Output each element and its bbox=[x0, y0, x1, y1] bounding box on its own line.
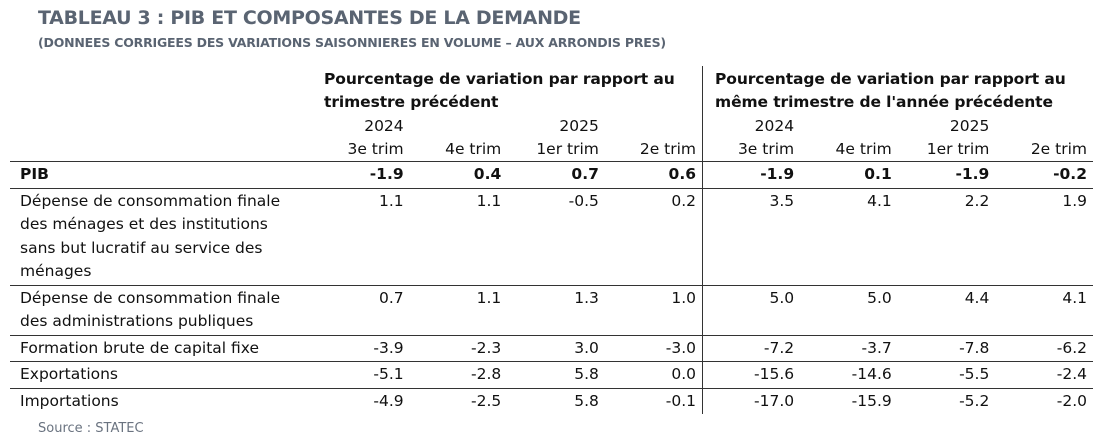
value-cell: -15.9 bbox=[851, 391, 892, 410]
value-cell: -5.1 bbox=[312, 361, 410, 389]
value-cell: 0.4 bbox=[409, 161, 508, 189]
value-cell: 1.0 bbox=[604, 285, 703, 336]
row-label: Importations bbox=[20, 391, 119, 410]
period-header: 2e trim bbox=[604, 114, 703, 162]
value-cell: -2.4 bbox=[995, 361, 1093, 389]
value-cell: 2.2 bbox=[897, 188, 996, 286]
value-cell: -2.3 bbox=[409, 335, 508, 362]
value-cell: 5.8 bbox=[507, 361, 605, 389]
header-empty-cell bbox=[10, 66, 312, 114]
value-cell: 4.1 bbox=[800, 188, 898, 286]
value-cell: -14.6 bbox=[800, 361, 898, 389]
table-row: Importations -4.9 -2.5 5.8 -0.1 -17.0 -15.9 -5.… bbox=[10, 388, 1093, 414]
quarter-label: 3e trim bbox=[737, 140, 795, 158]
row-label: Dépense de consommation finale des ménag… bbox=[10, 188, 313, 286]
value-cell: 1.1 bbox=[312, 188, 410, 286]
value-cell: -7.8 bbox=[897, 335, 996, 362]
value-cell: -3.9 bbox=[312, 335, 410, 362]
period-header: 2025 1er trim bbox=[897, 114, 996, 162]
group-header-row: Pourcentage de variation par rapport au … bbox=[10, 66, 1093, 114]
table-row: Formation brute de capital fixe -3.9 -2.3 3… bbox=[10, 335, 1093, 362]
table-body: PIB -1.9 0.4 0.7 0.6 -1.9 0.1 -1.9 -0.2 Dépense d… bbox=[10, 161, 1093, 414]
value-cell: -7.2 bbox=[702, 335, 801, 362]
value-cell: -2.5 bbox=[471, 391, 502, 410]
value-cell: 0.0 bbox=[604, 361, 703, 389]
value-cell: 0.2 bbox=[604, 188, 703, 286]
table-title: TABLEAU 3 : PIB ET COMPOSANTES DE LA DEM… bbox=[38, 7, 581, 29]
value-cell: -2.8 bbox=[409, 361, 508, 389]
table-subtitle: (DONNEES CORRIGEES DES VARIATIONS SAISON… bbox=[38, 35, 666, 50]
table-row: Dépense de consommation finale des ménag… bbox=[10, 188, 1093, 286]
year-label: 2025 bbox=[949, 117, 990, 135]
quarter-label: 1er trim bbox=[536, 140, 599, 158]
quarter-label: 1er trim bbox=[926, 140, 990, 158]
value-cell: -15.6 bbox=[702, 361, 801, 389]
value-cell: 4.4 bbox=[897, 285, 996, 336]
value-cell: 4.1 bbox=[995, 285, 1093, 336]
year-label: 2025 bbox=[559, 117, 599, 135]
value-cell: -6.2 bbox=[995, 335, 1093, 362]
period-header: 2024 3e trim bbox=[702, 114, 801, 162]
quarter-label: 4e trim bbox=[835, 140, 892, 158]
group-header-quarter: Pourcentage de variation par rapport au … bbox=[324, 70, 675, 111]
group-header-year: Pourcentage de variation par rapport au … bbox=[702, 66, 1093, 114]
value-cell: 0.7 bbox=[312, 285, 410, 336]
period-header: 2025 1er trim bbox=[507, 114, 605, 162]
value-cell: -1.9 bbox=[312, 161, 410, 189]
year-label: 2024 bbox=[364, 117, 404, 135]
row-label: Dépense de consommation finale des admin… bbox=[10, 285, 313, 336]
value-cell: 1.3 bbox=[507, 285, 605, 336]
source-note: Source : STATEC bbox=[38, 421, 144, 436]
period-header: 4e trim bbox=[409, 114, 508, 162]
value-cell: 5.0 bbox=[702, 285, 801, 336]
value-cell: -5.5 bbox=[897, 361, 996, 389]
value-cell: -0.5 bbox=[507, 188, 605, 286]
row-label: PIB bbox=[10, 161, 313, 189]
period-header: 2e trim bbox=[995, 114, 1093, 162]
quarter-label: 4e trim bbox=[445, 140, 502, 158]
gdp-table: Pourcentage de variation par rapport au … bbox=[10, 66, 1093, 414]
value-cell: -4.9 bbox=[373, 391, 404, 410]
value-cell: -3.7 bbox=[800, 335, 898, 362]
quarter-label: 2e trim bbox=[1030, 140, 1087, 158]
row-label: Formation brute de capital fixe bbox=[10, 335, 313, 362]
value-cell: -3.0 bbox=[604, 335, 703, 362]
value-cell: -5.2 bbox=[959, 391, 990, 410]
value-cell: 5.0 bbox=[800, 285, 898, 336]
period-header-row: 2024 3e trim 4e trim 2025 1er trim 2e trim… bbox=[10, 114, 1093, 162]
value-cell: 1.1 bbox=[409, 188, 508, 286]
value-cell: 1.1 bbox=[409, 285, 508, 336]
value-cell: -2.0 bbox=[1056, 391, 1087, 410]
row-label: Exportations bbox=[10, 361, 313, 389]
period-header: 2024 3e trim bbox=[312, 114, 410, 162]
value-cell: 5.8 bbox=[574, 391, 599, 410]
value-cell: -1.9 bbox=[897, 161, 996, 189]
value-cell: -0.1 bbox=[665, 391, 697, 410]
value-cell: 3.0 bbox=[507, 335, 605, 362]
value-cell: 0.1 bbox=[800, 161, 898, 189]
table-row: Exportations -5.1 -2.8 5.8 0.0 -15.6 -14.6 -5.5… bbox=[10, 361, 1093, 389]
quarter-label: 2e trim bbox=[639, 140, 697, 158]
value-cell: 1.9 bbox=[995, 188, 1093, 286]
value-cell: -0.2 bbox=[995, 161, 1093, 189]
value-cell: 0.7 bbox=[507, 161, 605, 189]
table-row: Dépense de consommation finale des admin… bbox=[10, 285, 1093, 336]
year-label: 2024 bbox=[754, 117, 795, 135]
value-cell: -17.0 bbox=[702, 388, 801, 414]
period-header: 4e trim bbox=[800, 114, 898, 162]
table-row: PIB -1.9 0.4 0.7 0.6 -1.9 0.1 -1.9 -0.2 bbox=[10, 161, 1093, 189]
value-cell: 3.5 bbox=[702, 188, 801, 286]
value-cell: 0.6 bbox=[604, 161, 703, 189]
value-cell: -1.9 bbox=[702, 161, 801, 189]
header-empty-cell bbox=[10, 114, 313, 162]
quarter-label: 3e trim bbox=[347, 140, 404, 158]
